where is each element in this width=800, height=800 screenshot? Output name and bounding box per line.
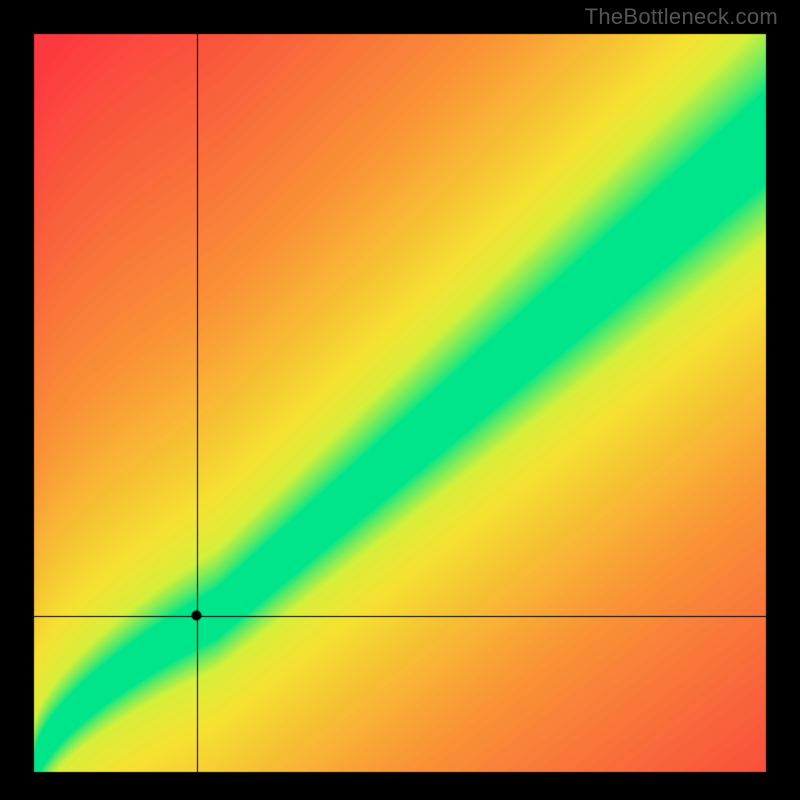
heatmap-canvas xyxy=(0,0,800,800)
chart-container: TheBottleneck.com xyxy=(0,0,800,800)
watermark-text: TheBottleneck.com xyxy=(585,4,778,30)
